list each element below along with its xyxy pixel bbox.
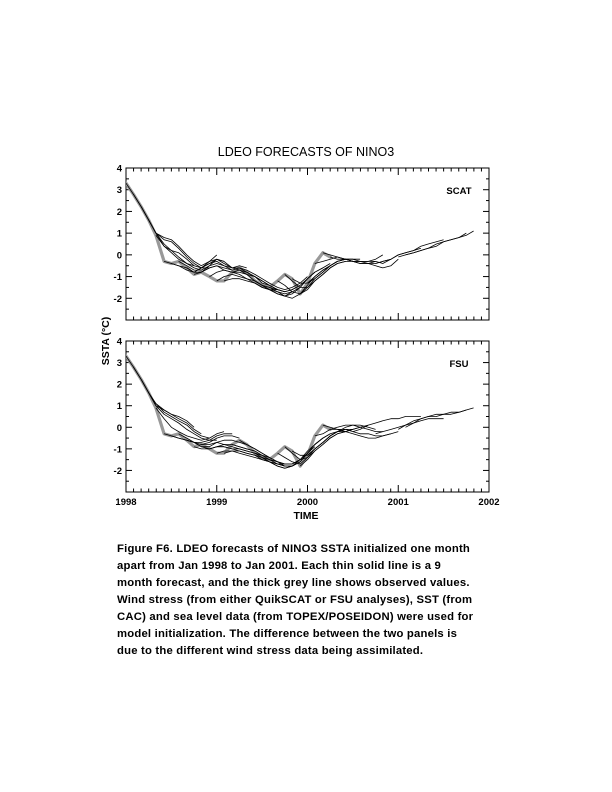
x-tick-label: 2000 <box>297 497 318 508</box>
caption-line: month forecast, and the thick grey line … <box>117 577 470 589</box>
y-tick-label: 4 <box>117 164 123 175</box>
y-tick-label: 0 <box>117 423 122 434</box>
caption-line: model initialization. The difference bet… <box>117 628 458 640</box>
y-tick-label: 2 <box>117 207 122 218</box>
observed-series-line <box>126 354 332 468</box>
forecast-line <box>261 263 331 297</box>
forecast-line <box>171 435 240 445</box>
forecast-line <box>178 433 247 448</box>
forecast-line <box>314 424 383 437</box>
forecast-line <box>330 429 399 439</box>
forecast-line <box>398 409 467 430</box>
caption-line: Wind stress (from either QuikSCAT or FSU… <box>117 594 473 606</box>
x-tick-label: 2002 <box>478 497 499 508</box>
y-tick-label: 4 <box>117 337 123 348</box>
caption-line: CAC) and sea level data (from TOPEX/POSE… <box>117 611 474 623</box>
forecast-line <box>405 230 474 256</box>
y-tick-label: -1 <box>114 272 123 283</box>
forecast-line <box>178 261 247 271</box>
forecast-line <box>322 424 392 437</box>
caption-line: due to the different wind stress data be… <box>117 645 424 657</box>
forecast-line <box>352 416 421 432</box>
forecast-line <box>155 407 225 441</box>
caption-line: apart from Jan 1998 to Jan 2001. Each th… <box>117 560 442 572</box>
forecast-line <box>155 235 225 269</box>
chart-title: LDEO FORECASTS OF NINO3 <box>218 145 394 159</box>
forecast-line <box>239 267 308 290</box>
forecast-line <box>201 258 270 286</box>
y-tick-label: 1 <box>117 229 123 240</box>
figure-caption: Figure F6. LDEO forecasts of NINO3 SSTA … <box>117 541 507 660</box>
forecast-line <box>269 431 338 467</box>
forecast-line <box>223 278 293 295</box>
x-tick-label: 2001 <box>388 497 410 508</box>
forecast-line <box>405 407 474 428</box>
forecast-line <box>284 429 354 460</box>
y-tick-label: 1 <box>117 401 123 412</box>
forecast-line <box>299 424 369 467</box>
y-tick-label: -1 <box>114 444 123 455</box>
forecast-line <box>398 232 467 258</box>
x-axis-label: TIME <box>293 510 318 522</box>
plot-frame <box>125 167 490 321</box>
x-tick-label: 1998 <box>115 497 136 508</box>
x-tick-label: 1999 <box>206 497 227 508</box>
forecast-line <box>148 219 218 267</box>
observed-series-line <box>126 181 332 296</box>
y-axis-label: SSTA (°C) <box>100 317 112 366</box>
forecast-line <box>141 379 210 439</box>
y-tick-label: -2 <box>114 294 122 305</box>
forecast-line <box>375 239 444 264</box>
y-tick-label: 3 <box>117 358 122 369</box>
panel-fsu: 4 3 2 1 0 -1 -2 FSU <box>114 337 490 493</box>
y-tick-label: 0 <box>117 250 122 261</box>
forecast-line <box>186 265 256 277</box>
forecast-line <box>284 261 353 288</box>
y-tick-label: 2 <box>117 380 122 391</box>
forecast-line <box>132 366 202 435</box>
caption-line: Figure F6. LDEO forecasts of NINO3 SSTA … <box>117 543 471 555</box>
forecast-line <box>141 206 210 269</box>
forecast-line <box>216 274 285 293</box>
forecast-line <box>330 256 399 269</box>
forecast-line <box>171 258 240 273</box>
y-tick-label: 3 <box>117 185 122 196</box>
x-tick-labels: 1998 1999 2000 2001 2002 <box>115 497 499 508</box>
forecast-line <box>375 418 444 435</box>
forecast-line <box>246 271 316 293</box>
y-tick-label: -2 <box>114 466 122 477</box>
panel-label: SCAT <box>446 186 471 197</box>
forecast-line <box>201 442 270 458</box>
panel-label: FSU <box>450 359 469 370</box>
panel-scat: 4 3 2 1 0 -1 -2 SCAT <box>114 164 490 321</box>
